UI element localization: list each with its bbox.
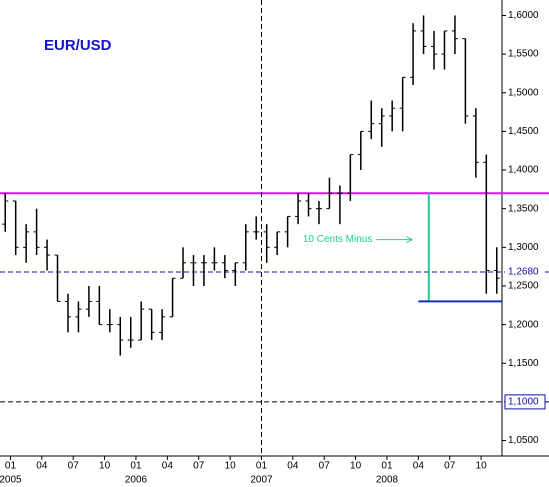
year-label: 2008 [376,475,399,486]
y-tick-label: 1,2000 [508,319,539,330]
reference-label: 1,1000 [508,397,539,408]
y-tick-label: 1,5000 [508,87,539,98]
x-tick-label: 01 [381,461,393,472]
x-tick-label: 07 [319,461,331,472]
y-tick-label: 1,4000 [508,165,539,176]
y-tick-label: 1,6000 [508,10,539,21]
y-tick-label: 1,3000 [508,242,539,253]
y-tick-label: 1,0500 [508,435,539,446]
year-label: 2007 [250,475,273,486]
x-tick-label: 10 [476,461,488,472]
x-tick-label: 01 [256,461,268,472]
chart-title: EUR/USD [44,37,112,54]
x-tick-label: 04 [162,461,174,472]
x-tick-label: 10 [350,461,362,472]
y-tick-label: 1,2500 [508,281,539,292]
x-tick-label: 07 [68,461,80,472]
y-tick-label: 1,5500 [508,49,539,60]
reference-label-box [504,394,546,410]
x-tick-label: 01 [130,461,142,472]
x-tick-label: 04 [413,461,425,472]
annotation: 10 Cents Minus [303,234,372,245]
year-label: 2006 [125,475,148,486]
year-label: 2005 [0,475,22,486]
y-tick-label: 1,3500 [508,203,539,214]
annotation-arrowhead [406,236,413,244]
reference-label-box [505,265,545,280]
y-tick-label: 1,1500 [508,358,539,369]
x-tick-label: 10 [99,461,111,472]
x-tick-label: 04 [36,461,48,472]
x-tick-label: 07 [444,461,456,472]
x-tick-label: 07 [193,461,205,472]
x-tick-label: 10 [225,461,237,472]
x-tick-label: 04 [287,461,299,472]
reference-label: 1,2680 [508,267,539,278]
x-tick-label: 01 [5,461,17,472]
y-tick-label: 1,4500 [508,126,539,137]
